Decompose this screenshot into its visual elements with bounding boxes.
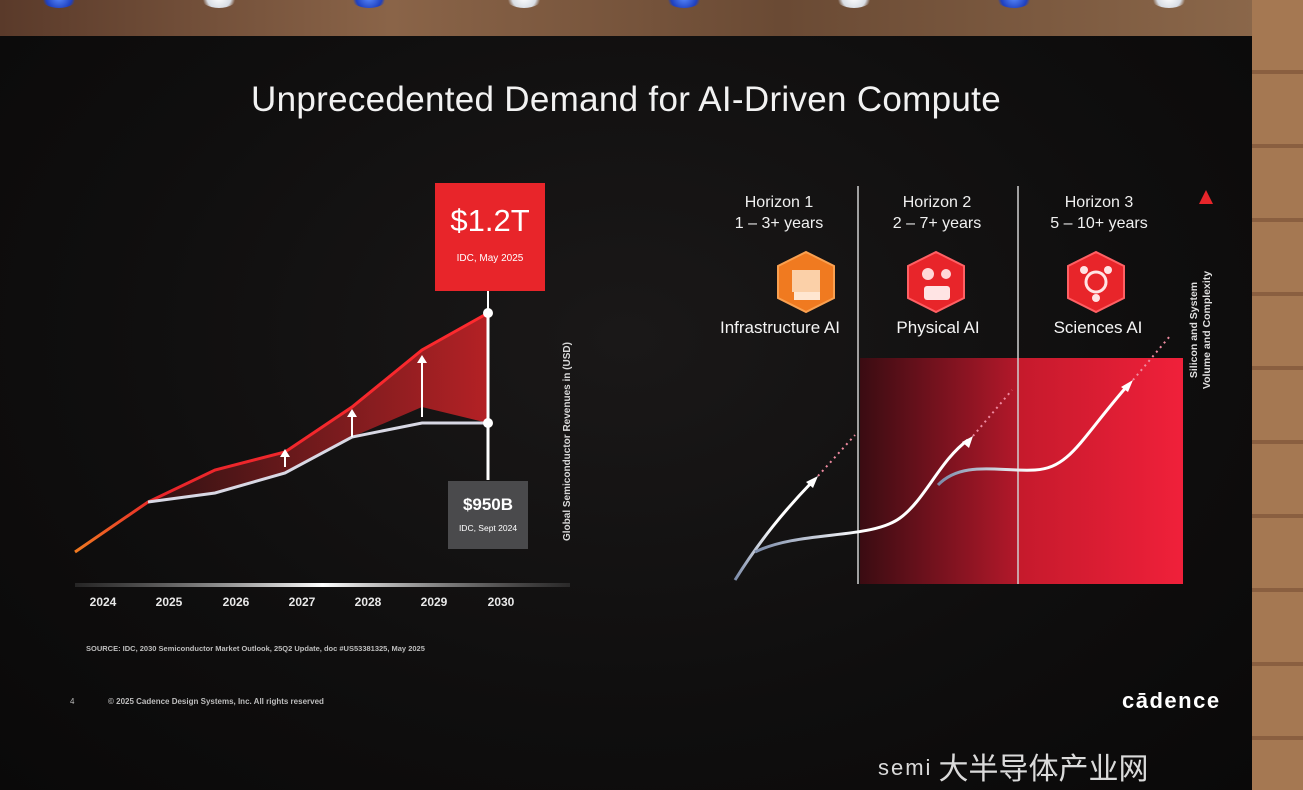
horizon-2-header: Horizon 2 2 – 7+ years: [862, 192, 1012, 234]
slide-title: Unprecedented Demand for AI-Driven Compu…: [251, 80, 1001, 119]
stage-light: [835, 0, 873, 8]
growth-arrow: [280, 355, 427, 467]
horizon-name: Horizon 3: [1064, 194, 1134, 211]
callout-1-2t: $1.2T IDC, May 2025: [435, 183, 545, 291]
stage-light: [200, 0, 238, 8]
stage-light: [665, 0, 703, 8]
callout-source: IDC, May 2025: [456, 253, 524, 264]
source-note: SOURCE: IDC, 2030 Semiconductor Market O…: [86, 644, 425, 653]
growth-curve: [936, 384, 1130, 487]
axis-label-line: Volume and Complexity: [1201, 270, 1213, 390]
x-axis: [75, 583, 570, 587]
horizon-1-header: Horizon 1 1 – 3+ years: [704, 192, 854, 234]
horizon-label: Physical AI: [896, 318, 980, 337]
arrow-horizon-1: [733, 480, 814, 581]
data-point-low: [483, 418, 493, 428]
horizon-years: 2 – 7+ years: [892, 215, 982, 232]
server-icon: [777, 250, 835, 314]
vertical-axis-label: Silicon and System Volume and Complexity: [1188, 230, 1214, 430]
callout-value: $950B: [462, 495, 514, 514]
year-label: 2030: [487, 595, 515, 609]
watermark-text: 大半导体产业网: [938, 753, 1149, 786]
year-label: 2024: [89, 595, 117, 609]
robot-icon: [907, 250, 965, 314]
year-label: 2028: [354, 595, 382, 609]
watermark: semi 大半导体产业网: [878, 744, 1148, 788]
stage-light: [505, 0, 543, 8]
revenue-chart: 2024 2025 2026 2027 2028 2029 2030 $1.2T…: [60, 175, 580, 615]
cadence-logo: cādence: [1122, 688, 1221, 713]
stage-light: [350, 0, 388, 8]
stage-truss: [0, 0, 1303, 42]
copyright: © 2025 Cadence Design Systems, Inc. All …: [108, 697, 324, 706]
callout-950b: $950B IDC, Sept 2024: [448, 481, 528, 549]
year-label: 2027: [288, 595, 316, 609]
year-label: 2029: [420, 595, 448, 609]
horizon-3-header: Horizon 3 5 – 10+ years: [1024, 192, 1174, 234]
year-label: 2026: [222, 595, 250, 609]
horizon-years: 1 – 3+ years: [734, 215, 824, 232]
forecast-line-2024: [147, 421, 488, 504]
stage-light: [1150, 0, 1188, 8]
y-axis-label: Global Semiconductor Revenues in (USD): [562, 342, 573, 541]
stage-light: [40, 0, 78, 8]
growth-area: [148, 313, 488, 502]
horizon-years: 5 – 10+ years: [1050, 215, 1148, 232]
callout-value: $1.2T: [450, 203, 530, 238]
stage-light: [995, 0, 1033, 8]
horizon-label: Infrastructure AI: [720, 318, 840, 337]
horizons-diagram: Horizon 1 1 – 3+ years Horizon 2 2 – 7+ …: [700, 180, 1240, 590]
horizon-name: Horizon 1: [744, 194, 814, 211]
callout-source: IDC, Sept 2024: [458, 523, 518, 533]
watermark-brand: semi: [878, 755, 933, 780]
horizon-3-band: [1018, 358, 1183, 584]
forecast-line-2025: [74, 311, 489, 554]
growth-curve: [754, 438, 969, 554]
data-point-high: [483, 308, 493, 318]
stage-wall: [1252, 0, 1303, 790]
year-label: 2025: [155, 595, 183, 609]
molecule-icon: [1067, 250, 1125, 314]
page-number: 4: [70, 697, 75, 706]
horizon-name: Horizon 2: [902, 194, 972, 211]
horizon-label: Sciences AI: [1053, 318, 1143, 337]
axis-label-line: Silicon and System: [1188, 281, 1200, 379]
